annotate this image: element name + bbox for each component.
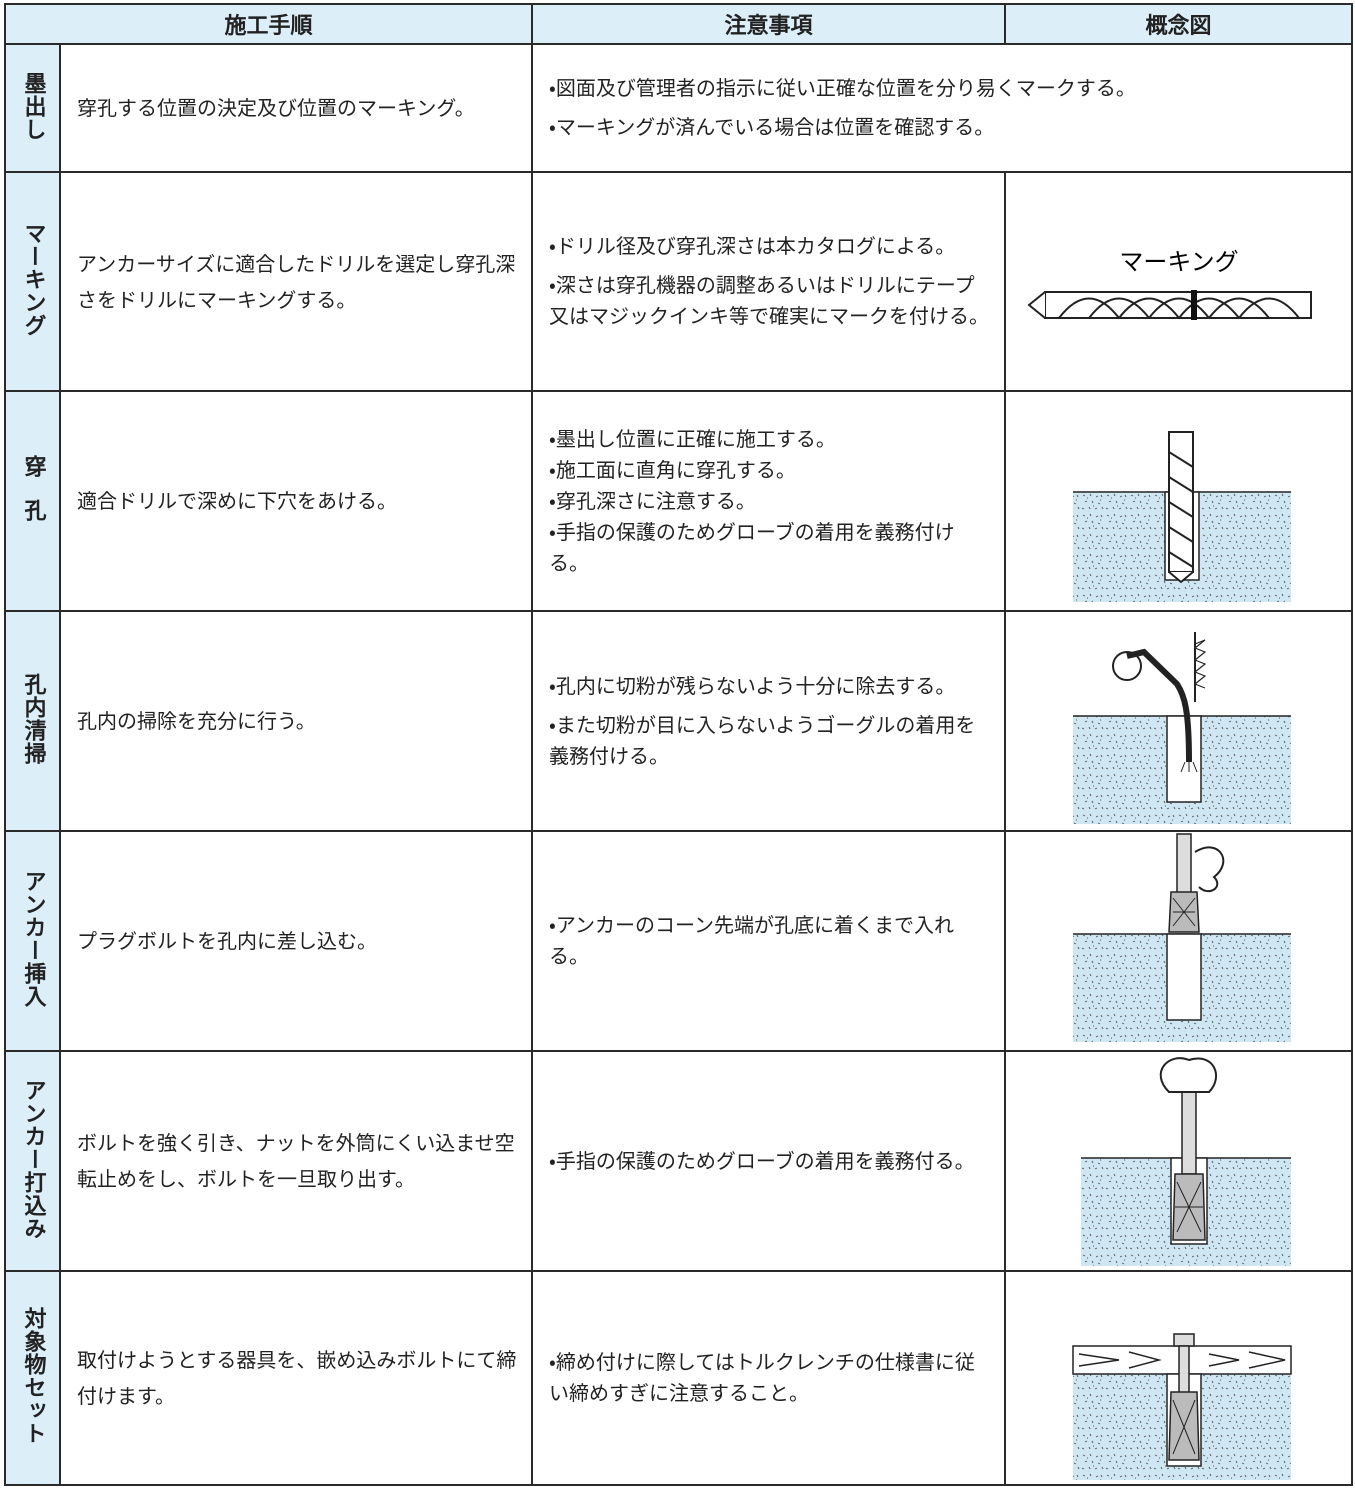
notes: ・ドリル径及び穿孔深さは本カタログによる。・深さは穿孔機器の調整あるいはドリルに… — [531, 171, 1007, 392]
shape — [1159, 1057, 1217, 1093]
shape — [1167, 451, 1194, 568]
shape: 施工手順 注意事項 概念図 — [3, 3, 1354, 45]
note: ・深さは穿孔機器の調整あるいはドリルにテープ又はマジックインキ等で確実にマークを… — [549, 273, 990, 328]
procedure-table: 施工手順 注意事項 概念図 墨出し 穿孔する位置の決定及び位置のマーキング。 ・… — [3, 3, 1354, 1486]
note: ・マーキングが済んでいる場合は位置を確認する。 — [549, 115, 995, 139]
figure-label: マーキング — [1119, 248, 1238, 276]
note: ・穿孔深さに注意する。 — [549, 488, 756, 513]
header-row: 施工手順 注意事項 概念図 — [3, 3, 1354, 45]
shape — [1057, 297, 1300, 319]
drill-figure: マーキング — [1026, 248, 1312, 320]
description: 取付けようとする器具を、嵌め込みボルトにて締付けます。 — [58, 1270, 534, 1486]
note: ・施工面に直角に穿孔する。 — [549, 457, 796, 482]
shape — [1190, 289, 1197, 320]
shape — [1172, 1333, 1195, 1347]
shape — [1180, 761, 1197, 773]
drilling-figure — [1072, 431, 1291, 602]
insert-figure — [1072, 833, 1291, 1042]
shape — [1175, 833, 1192, 895]
step-label: アンカー挿入 — [20, 870, 46, 1008]
description: 適合ドリルで深めに下穴をあける。 — [58, 390, 534, 612]
description: 穿孔する位置の決定及び位置のマーキング。 — [58, 43, 534, 173]
row: 対象物セット 取付けようとする器具を、嵌め込みボルトにて締付けます。 ・締め付け… — [4, 1270, 1354, 1486]
cell: 孔内清掃 — [4, 610, 61, 832]
note: ・手指の保護のためグローブの着用を義務付る。 — [549, 1148, 975, 1173]
shape — [1125, 648, 1192, 763]
cleaning-figure — [1072, 632, 1291, 824]
row: アンカー挿入 プラグボルトを孔内に差し込む。 ・アンカーのコーン先端が孔底に着く… — [4, 830, 1354, 1052]
shape — [1026, 290, 1046, 319]
cell: マーキング — [1004, 171, 1354, 392]
note: ・図面及び管理者の指示に従い正確な位置を分り易くマークする。 — [549, 76, 1136, 100]
notes: ・手指の保護のためグローブの着用を義務付る。 — [531, 1050, 1007, 1272]
description: アンカーサイズに適合したドリルを選定し穿孔深さをドリルにマーキングする。 — [58, 171, 534, 392]
step-label: 孔内清掃 — [20, 673, 46, 765]
step-label: 対象物セット — [20, 1307, 46, 1445]
row: マーキング アンカーサイズに適合したドリルを選定し穿孔深さをドリルにマーキングす… — [4, 171, 1354, 392]
notes: ・図面及び管理者の指示に従い正確な位置を分り易くマークする。 ・マーキングが済んで… — [531, 43, 1354, 173]
shape — [1165, 933, 1202, 1021]
cell — [1004, 1050, 1354, 1272]
step-label: マーキング — [20, 222, 46, 337]
note: ・孔内に切粉が残らないよう十分に除去する。 — [549, 673, 956, 698]
row: アンカー打込み ボルトを強く引き、ナットを外筒にくい込ませ空転止めをし、ボルトを… — [4, 1050, 1354, 1272]
cell — [1004, 1270, 1354, 1486]
shape — [1167, 571, 1194, 584]
shape — [1172, 1399, 1195, 1455]
note: ・アンカーのコーン先端が孔底に着くまで入れる。 — [549, 913, 955, 968]
setting-figure — [1080, 1057, 1291, 1266]
shape — [1167, 431, 1194, 573]
description: プラグボルトを孔内に差し込む。 — [58, 830, 534, 1052]
step-label: アンカー打込み — [20, 1078, 46, 1240]
cell: マーキング — [4, 171, 61, 392]
shape — [1193, 639, 1206, 689]
shape — [1180, 1091, 1197, 1175]
column-header: 概念図 — [1004, 3, 1354, 45]
shape — [1078, 1351, 1285, 1369]
note: ・手指の保護のためグローブの着用を義務付ける。 — [549, 519, 955, 575]
shape — [1172, 897, 1195, 927]
cell — [1004, 830, 1354, 1052]
notes: ・孔内に切粉が残らないよう十分に除去する。・また切粉が目に入らないようゴーグルの… — [531, 610, 1007, 832]
shape — [1193, 846, 1224, 893]
shape — [1043, 290, 1312, 319]
step-label: 墨出し — [20, 71, 46, 141]
column-header: 施工手順 — [3, 3, 534, 45]
shape: 墨出し 穿孔する位置の決定及び位置のマーキング。 ・図面及び管理者の指示に従い正… — [4, 43, 1354, 1486]
cell — [1004, 610, 1354, 832]
description: 孔内の掃除を充分に行う。 — [58, 610, 534, 832]
row: 墨出し 穿孔する位置の決定及び位置のマーキング。 ・図面及び管理者の指示に従い正… — [4, 43, 1354, 173]
step-label: 穿孔 — [20, 455, 46, 543]
cell: 対象物セット — [4, 1270, 61, 1486]
shape — [1174, 1181, 1203, 1233]
row: 穿孔 適合ドリルで深めに下穴をあける。 ・墨出し位置に正確に施工する。 ・施工面に… — [4, 390, 1354, 612]
note: ・締め付けに際してはトルクレンチの仕様書に従い締めすぎに注意すること。 — [549, 1350, 975, 1405]
shape — [1111, 651, 1142, 681]
cell: アンカー挿入 — [4, 830, 61, 1052]
shape — [1165, 715, 1202, 803]
cell — [1004, 390, 1354, 612]
row: 孔内清掃 孔内の掃除を充分に行う。 ・孔内に切粉が残らないよう十分に除去する。・… — [4, 610, 1354, 832]
note: ・ドリル径及び穿孔深さは本カタログによる。 — [549, 234, 956, 258]
notes: ・締め付けに際してはトルクレンチの仕様書に従い締めすぎに注意すること。 — [531, 1270, 1007, 1486]
column-header: 注意事項 — [531, 3, 1007, 45]
note: ・墨出し位置に正確に施工する。 — [549, 426, 836, 451]
cell: 穿孔 — [4, 390, 61, 612]
fixing-figure — [1071, 1333, 1292, 1480]
notes: ・墨出し位置に正確に施工する。 ・施工面に直角に穿孔する。 ・穿孔深さに注意する。・… — [531, 390, 1007, 612]
note: ・また切粉が目に入らないようゴーグルの着用を義務付ける。 — [549, 712, 976, 768]
notes: ・アンカーのコーン先端が孔底に着くまで入れる。 — [531, 830, 1007, 1052]
cell: 墨出し — [4, 43, 61, 173]
description: ボルトを強く引き、ナットを外筒にくい込ませ空転止めをし、ボルトを一旦取り出す。 — [58, 1050, 534, 1272]
cell: アンカー打込み — [4, 1050, 61, 1272]
